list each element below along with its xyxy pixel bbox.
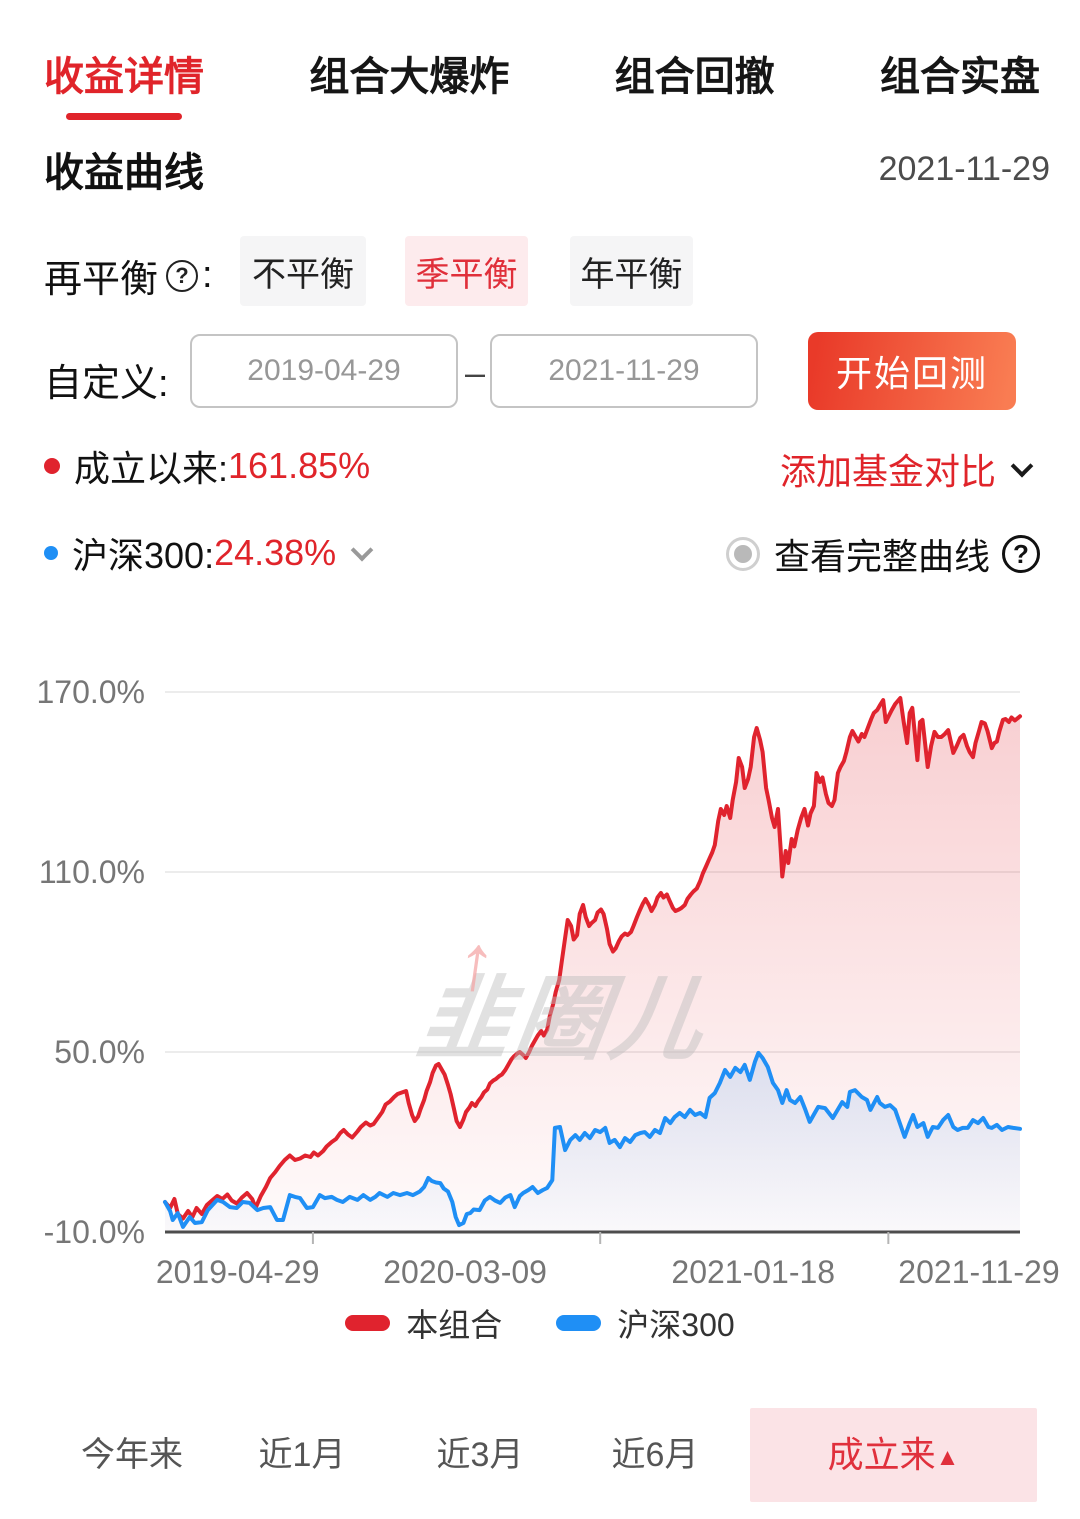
- rebalance-option-quarterly[interactable]: 季平衡: [405, 236, 528, 306]
- tab-label: 组合实盘: [879, 55, 1040, 99]
- rebalance-option-none[interactable]: 不平衡: [240, 236, 366, 306]
- tab-label: 收益详情: [44, 55, 204, 99]
- benchmark-line: [163, 1050, 1022, 1229]
- legend-label: 沪深300: [617, 1307, 735, 1343]
- period-since-inception[interactable]: 成立来▲: [750, 1408, 1037, 1502]
- watermark: ↑ 韭圈儿: [411, 918, 718, 1078]
- tab-portfolio-explosion[interactable]: 组合大爆炸: [309, 44, 509, 120]
- period-6m[interactable]: 近6月: [611, 1436, 699, 1474]
- x-tick-label: 2021-01-18: [671, 1254, 836, 1290]
- view-full-curve-group: 查看完整曲线 ?: [725, 528, 1040, 580]
- custom-range-label: 自定义:: [44, 363, 169, 405]
- y-tick-label: -10.0%: [43, 1214, 145, 1250]
- legend-label: 本组合: [406, 1307, 503, 1343]
- portfolio-dot-icon: [44, 458, 60, 474]
- y-tick-label: 50.0%: [54, 1034, 145, 1070]
- rebalance-colon: :: [202, 254, 213, 296]
- tab-label: 组合回撤: [614, 55, 775, 99]
- portfolio-stat-label: 成立以来:: [74, 448, 229, 489]
- y-tick-label: 110.0%: [38, 854, 145, 890]
- chevron-down-icon: [1010, 454, 1034, 478]
- rebalance-option-yearly[interactable]: 年平衡: [570, 236, 693, 306]
- tab-return-details[interactable]: 收益详情: [44, 44, 204, 120]
- tab-portfolio-drawdown[interactable]: 组合回撤: [615, 44, 775, 120]
- benchmark-stat-row: 沪深300: 24.38%: [44, 527, 374, 579]
- period-3m[interactable]: 近3月: [436, 1436, 524, 1474]
- period-nav: 今年来 近1月 近3月 近6月 成立来▲: [0, 1408, 1080, 1502]
- benchmark-stat-label: 沪深300:: [72, 535, 215, 576]
- triangle-up-icon: ▲: [935, 1444, 960, 1471]
- add-fund-compare-button[interactable]: 添加基金对比: [779, 443, 1034, 495]
- y-tick-label: 170.0%: [36, 674, 145, 710]
- header-date: 2021-11-29: [878, 150, 1050, 188]
- x-tick-label: 2020-03-09: [383, 1254, 547, 1290]
- page-title: 收益曲线: [44, 151, 204, 195]
- rebalance-label-group: 再平衡 ? :: [44, 248, 213, 303]
- chart-legend: 本组合 沪深300: [0, 1300, 1080, 1346]
- portfolio-stat-row: 成立以来: 161.85%: [44, 440, 370, 492]
- benchmark-swatch-icon: [556, 1315, 602, 1331]
- period-label: 成立来: [827, 1434, 936, 1475]
- benchmark-chevron-down-icon[interactable]: [350, 538, 374, 562]
- portfolio-stat-value: 161.85%: [228, 445, 371, 486]
- view-full-curve-radio[interactable]: [725, 537, 760, 571]
- start-date-input[interactable]: [190, 334, 458, 408]
- period-ytd[interactable]: 今年来: [81, 1436, 183, 1474]
- legend-item-benchmark[interactable]: 沪深300: [556, 1300, 735, 1346]
- benchmark-area: [165, 1052, 1020, 1232]
- view-full-curve-label: 查看完整曲线: [773, 536, 990, 577]
- benchmark-stat-value: 24.38%: [214, 532, 337, 573]
- portfolio-swatch-icon: [345, 1315, 391, 1331]
- legend-item-portfolio[interactable]: 本组合: [345, 1300, 502, 1346]
- period-1m[interactable]: 近1月: [258, 1436, 346, 1474]
- tab-portfolio-live[interactable]: 组合实盘: [880, 44, 1040, 120]
- end-date-input[interactable]: [490, 334, 758, 408]
- tab-label: 组合大爆炸: [309, 55, 510, 99]
- add-fund-compare-label: 添加基金对比: [779, 451, 996, 492]
- view-full-curve-help-icon[interactable]: ?: [1002, 535, 1040, 573]
- top-tab-bar: 收益详情 组合大爆炸 组合回撤 组合实盘: [44, 44, 1040, 120]
- date-range-separator: –: [464, 352, 486, 393]
- benchmark-dot-icon: [44, 546, 58, 560]
- x-tick-label: 2019-04-29: [155, 1254, 320, 1290]
- x-tick-label: 2021-11-29: [898, 1254, 1060, 1290]
- start-backtest-button[interactable]: 开始回测: [808, 332, 1016, 410]
- rebalance-help-icon[interactable]: ?: [166, 259, 199, 292]
- radio-dot: [733, 545, 752, 563]
- active-tab-underline: [66, 113, 182, 120]
- rebalance-label: 再平衡: [44, 259, 159, 301]
